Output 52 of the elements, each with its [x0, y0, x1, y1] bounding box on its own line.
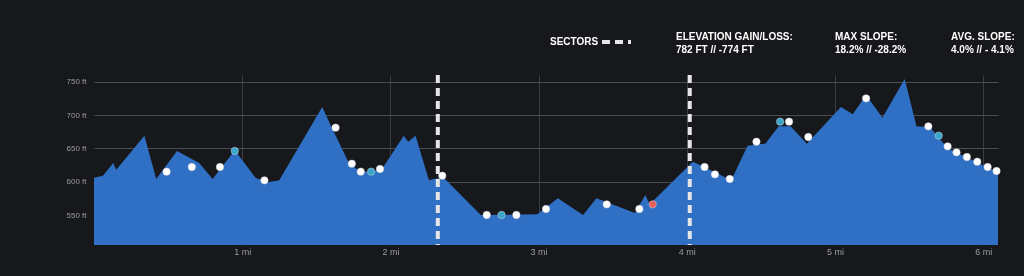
point [710, 170, 719, 179]
point [187, 163, 196, 171]
point [542, 205, 550, 213]
x-tick-label: 1 mi [234, 246, 252, 257]
y-tick-label: 650 ft [66, 143, 88, 153]
point [367, 167, 376, 176]
point [635, 205, 644, 213]
point [785, 117, 793, 126]
x-tick-label: 2 mi [382, 246, 400, 257]
point [962, 153, 971, 161]
point [752, 137, 761, 146]
point [482, 211, 491, 219]
point [438, 171, 447, 180]
x-tick-label: 4 mi [678, 246, 696, 257]
point [934, 131, 943, 140]
text: ELEVATION GAIN/LOSS: [676, 31, 793, 42]
point [952, 148, 961, 157]
point [700, 163, 709, 171]
x-tick-label: 5 mi [826, 246, 844, 257]
point [331, 123, 340, 132]
point [862, 94, 871, 103]
text: 782 FT // -774 FT [676, 44, 754, 55]
text: AVG. SLOPE: [951, 31, 1015, 42]
legend-label: SECTORS [550, 36, 599, 47]
x-tick-label: 3 mi [530, 246, 548, 257]
point [230, 147, 239, 155]
y-tick-label: 600 ft [66, 177, 88, 187]
x-tick-label: 6 mi [975, 246, 993, 257]
text: MAX SLOPE: [835, 31, 898, 42]
point [943, 142, 952, 151]
point [347, 159, 356, 168]
point [162, 167, 171, 176]
y-tick-label: 700 ft [66, 110, 88, 120]
point [512, 211, 521, 219]
point [216, 163, 224, 171]
point [804, 133, 813, 141]
point [497, 211, 506, 219]
point [992, 167, 1001, 175]
text: 18.2% // -28.2% [835, 44, 907, 55]
y-tick-label: 750 ft [66, 77, 88, 87]
point [648, 200, 657, 209]
point [924, 122, 933, 131]
point [602, 200, 611, 209]
y-tick-label: 550 ft [66, 210, 88, 220]
point [973, 157, 982, 166]
point [776, 117, 785, 126]
point [356, 167, 365, 176]
point [260, 176, 269, 185]
point [725, 175, 734, 183]
point [983, 163, 992, 171]
text: 4.0% // - 4.1% [951, 44, 1014, 55]
point [376, 165, 384, 173]
